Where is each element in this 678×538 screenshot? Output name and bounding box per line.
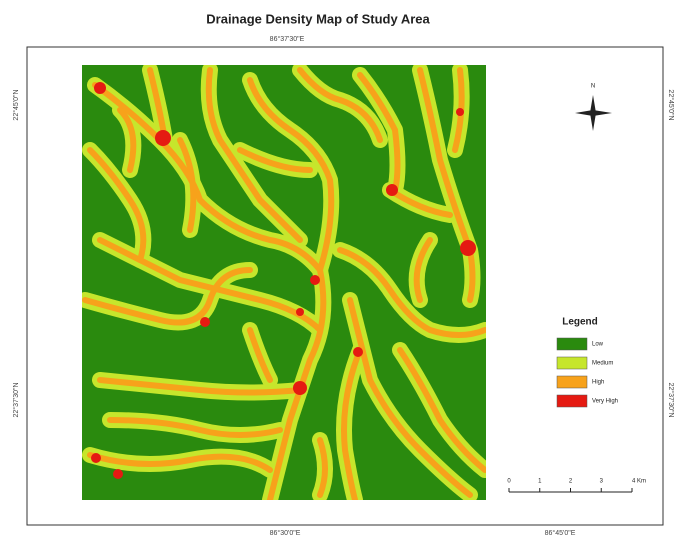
scale-label: 3 [600, 479, 604, 485]
coord-label: 22°37'30"N [667, 382, 675, 417]
coord-label: 86°37'30"E [270, 35, 305, 43]
coord-label: 86°45'0"E [545, 529, 576, 537]
scale-label: 0 [507, 479, 511, 485]
coord-label: 22°37'30"N [12, 382, 20, 417]
north-label: N [591, 84, 595, 90]
map-page: Drainage Density Map of Study Area 86°37… [0, 0, 678, 538]
legend-label: Low [592, 342, 604, 348]
legend-label: High [592, 380, 604, 386]
scale-label: 2 [569, 479, 573, 485]
coord-label: 22°45'0"N [667, 89, 675, 120]
legend-label: Medium [592, 361, 613, 367]
legend-title: Legend [562, 317, 598, 328]
coord-label: 86°30'0"E [270, 529, 301, 537]
coord-label: 22°45'0"N [12, 89, 20, 120]
scale-label: 1 [538, 479, 542, 485]
scale-label: 4 Km [632, 479, 646, 485]
north-arrow: N [575, 84, 612, 131]
drainage-map [82, 65, 486, 500]
legend-swatch [557, 338, 587, 350]
map-title: Drainage Density Map of Study Area [206, 11, 430, 26]
legend-label: Very High [592, 399, 618, 405]
legend-swatch [557, 357, 587, 369]
scale-bar: 0 1 2 3 4 Km [507, 479, 646, 492]
legend-swatch [557, 395, 587, 407]
legend: Low Medium High Very High [557, 338, 618, 407]
legend-swatch [557, 376, 587, 388]
